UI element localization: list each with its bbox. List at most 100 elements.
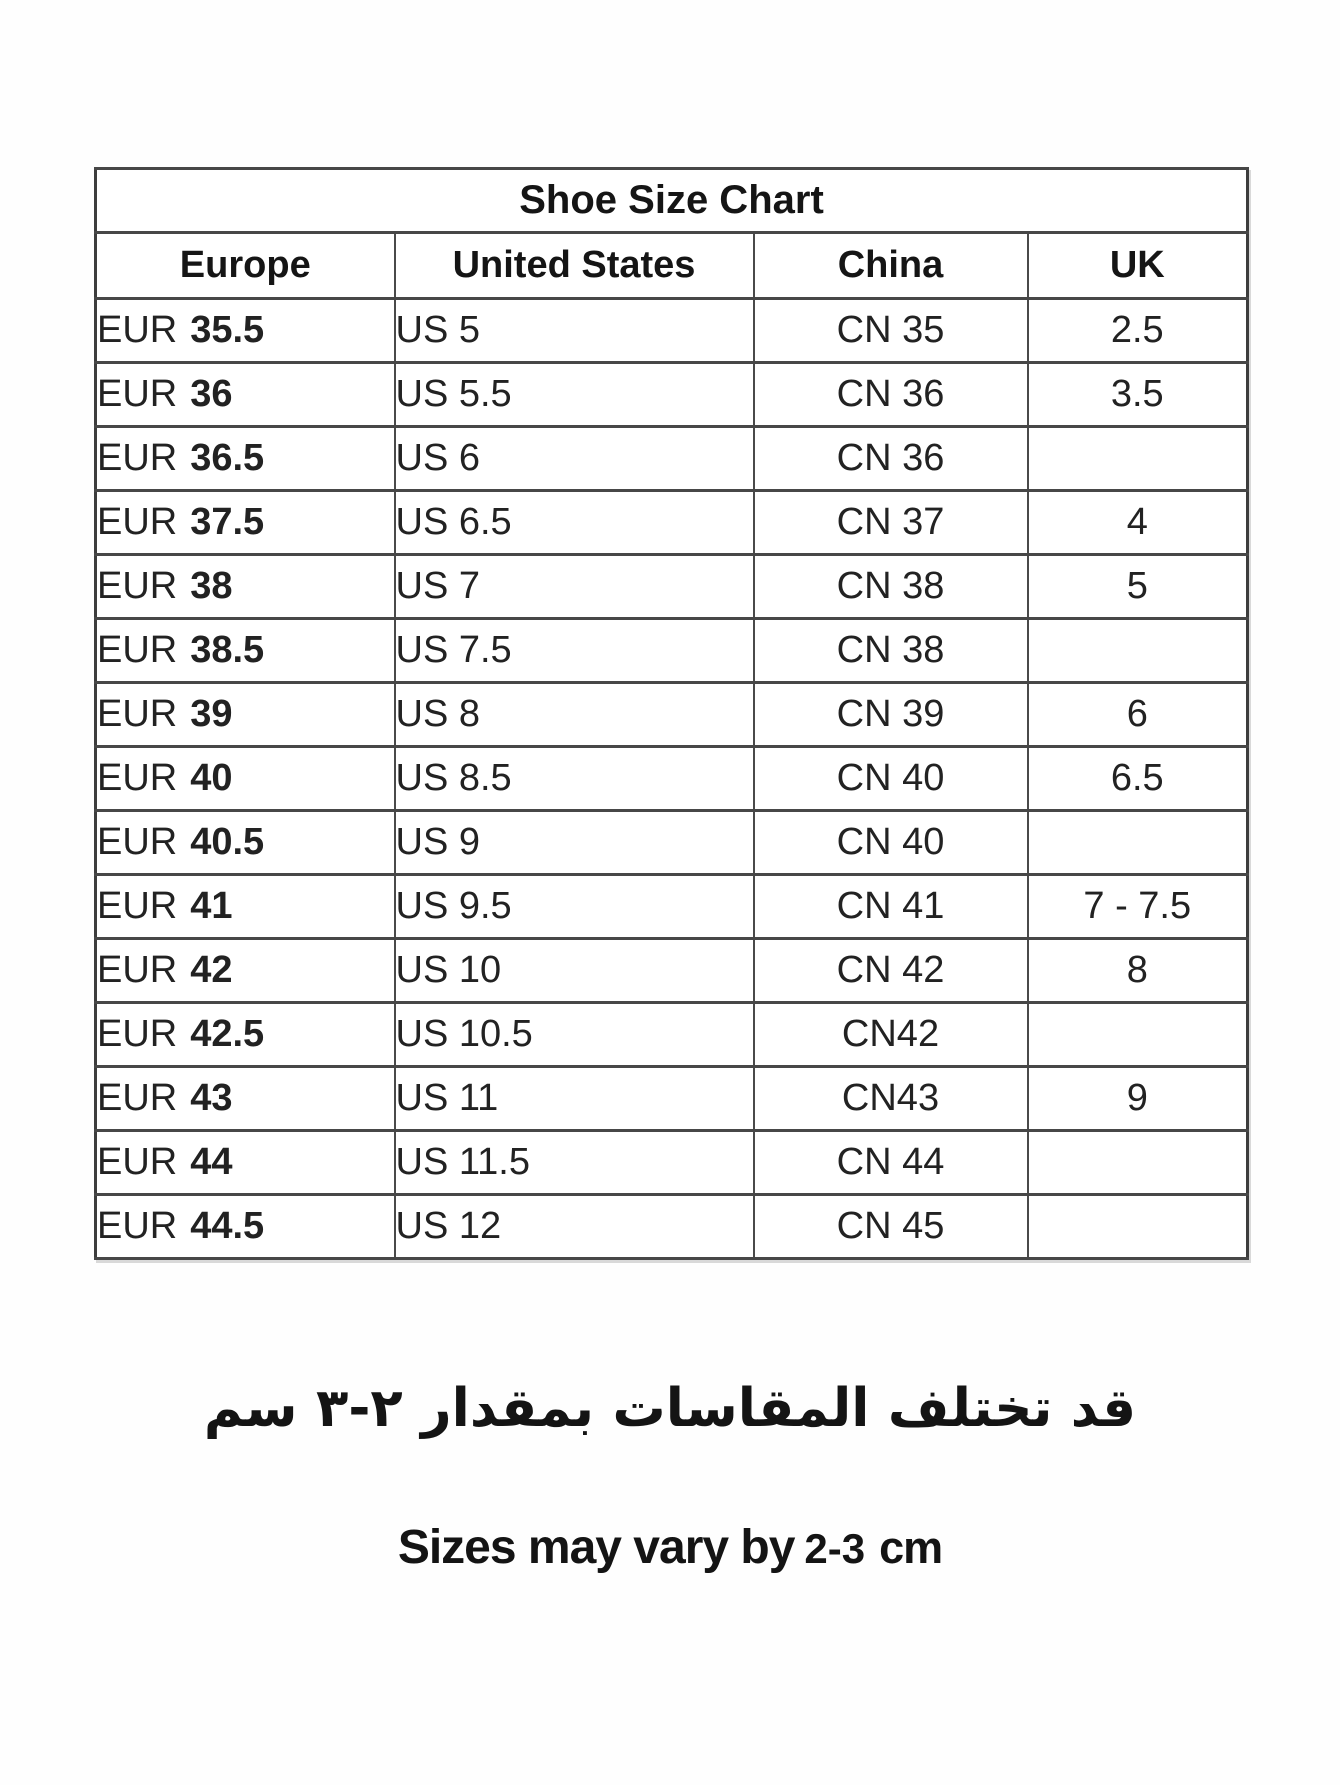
europe-size-number: 38.5 bbox=[190, 629, 265, 671]
cell-us-size: US 5.5 bbox=[393, 361, 755, 428]
cell-uk-size: 7 - 7.5 bbox=[1026, 873, 1249, 940]
cell-china-size: CN 45 bbox=[752, 1193, 1029, 1260]
europe-size-number: 36 bbox=[190, 373, 233, 415]
europe-size-prefix: EUR bbox=[97, 885, 178, 927]
cell-uk-size: 5 bbox=[1026, 553, 1249, 620]
cell-europe-size: EUR 35.5 bbox=[94, 297, 396, 364]
europe-size-number: 41 bbox=[190, 885, 233, 927]
table-title-row: Shoe Size Chart bbox=[94, 167, 1249, 234]
cell-europe-size: EUR 40.5 bbox=[94, 809, 396, 876]
europe-size-prefix: EUR bbox=[97, 309, 178, 351]
cell-uk-size: 4 bbox=[1026, 489, 1249, 556]
cell-china-size: CN42 bbox=[752, 1001, 1029, 1068]
shoe-size-table: Shoe Size Chart Europe United States Chi… bbox=[94, 167, 1250, 1260]
europe-size-prefix: EUR bbox=[97, 437, 178, 479]
cell-us-size: US 9.5 bbox=[393, 873, 755, 940]
cell-europe-size: EUR 38.5 bbox=[94, 617, 396, 684]
europe-size-prefix: EUR bbox=[97, 693, 178, 735]
table-row: EUR 44.5 US 12 CN 45 bbox=[94, 1193, 1249, 1260]
cell-china-size: CN 35 bbox=[752, 297, 1029, 364]
cell-us-size: US 12 bbox=[393, 1193, 755, 1260]
cell-europe-size: EUR 39 bbox=[94, 681, 396, 748]
cell-uk-size bbox=[1026, 809, 1249, 876]
europe-size-prefix: EUR bbox=[97, 1013, 178, 1055]
column-header-uk: UK bbox=[1026, 231, 1249, 300]
cell-europe-size: EUR 38 bbox=[94, 553, 396, 620]
europe-size-prefix: EUR bbox=[97, 949, 178, 991]
cell-europe-size: EUR 44 bbox=[94, 1129, 396, 1196]
table-row: EUR 36.5 US 6 CN 36 bbox=[94, 425, 1249, 492]
cell-europe-size: EUR 36 bbox=[94, 361, 396, 428]
cell-us-size: US 7 bbox=[393, 553, 755, 620]
europe-size-prefix: EUR bbox=[97, 821, 178, 863]
cell-china-size: CN 42 bbox=[752, 937, 1029, 1004]
table-row: EUR 41 US 9.5 CN 41 7 - 7.5 bbox=[94, 873, 1249, 940]
cell-uk-size: 9 bbox=[1026, 1065, 1249, 1132]
table-row: EUR 42 US 10 CN 42 8 bbox=[94, 937, 1249, 1004]
table-row: EUR 42.5 US 10.5 CN42 bbox=[94, 1001, 1249, 1068]
europe-size-number: 40.5 bbox=[190, 821, 265, 863]
cell-uk-size bbox=[1026, 1193, 1249, 1260]
table-header-row: Europe United States China UK bbox=[94, 231, 1249, 300]
europe-size-number: 42 bbox=[190, 949, 233, 991]
table-row: EUR 37.5 US 6.5 CN 37 4 bbox=[94, 489, 1249, 556]
cell-europe-size: EUR 42.5 bbox=[94, 1001, 396, 1068]
europe-size-number: 36.5 bbox=[190, 437, 265, 479]
table-row: EUR 40.5 US 9 CN 40 bbox=[94, 809, 1249, 876]
europe-size-number: 39 bbox=[190, 693, 233, 735]
arabic-size-note: قد تختلف المقاسات بمقدار ٢-٣ سم bbox=[203, 1378, 1137, 1439]
europe-size-number: 35.5 bbox=[190, 309, 265, 351]
cell-europe-size: EUR 44.5 bbox=[94, 1193, 396, 1260]
table-row: EUR 43 US 11 CN43 9 bbox=[94, 1065, 1249, 1132]
europe-size-number: 42.5 bbox=[190, 1013, 265, 1055]
cell-us-size: US 6 bbox=[393, 425, 755, 492]
column-header-china: China bbox=[752, 231, 1029, 300]
cell-uk-size bbox=[1026, 425, 1249, 492]
cell-us-size: US 5 bbox=[393, 297, 755, 364]
cell-europe-size: EUR 43 bbox=[94, 1065, 396, 1132]
english-note-unit: cm bbox=[879, 1522, 943, 1573]
cell-us-size: US 11.5 bbox=[393, 1129, 755, 1196]
table-row: EUR 38 US 7 CN 38 5 bbox=[94, 553, 1249, 620]
column-header-united-states: United States bbox=[393, 231, 755, 300]
europe-size-number: 37.5 bbox=[190, 501, 265, 543]
column-header-europe: Europe bbox=[94, 231, 396, 300]
cell-uk-size bbox=[1026, 1001, 1249, 1068]
cell-europe-size: EUR 42 bbox=[94, 937, 396, 1004]
cell-europe-size: EUR 37.5 bbox=[94, 489, 396, 556]
cell-us-size: US 10 bbox=[393, 937, 755, 1004]
cell-china-size: CN 39 bbox=[752, 681, 1029, 748]
europe-size-number: 44 bbox=[190, 1141, 233, 1183]
cell-us-size: US 6.5 bbox=[393, 489, 755, 556]
cell-us-size: US 9 bbox=[393, 809, 755, 876]
english-note-range: 2-3 bbox=[804, 1525, 866, 1572]
cell-china-size: CN 38 bbox=[752, 553, 1029, 620]
cell-europe-size: EUR 40 bbox=[94, 745, 396, 812]
europe-size-prefix: EUR bbox=[97, 373, 178, 415]
size-table-body: EUR 35.5 US 5 CN 35 2.5 EUR 36 US 5.5 CN 3… bbox=[94, 297, 1249, 1260]
europe-size-prefix: EUR bbox=[97, 757, 178, 799]
europe-size-prefix: EUR bbox=[97, 1077, 178, 1119]
cell-china-size: CN43 bbox=[752, 1065, 1029, 1132]
cell-china-size: CN 40 bbox=[752, 745, 1029, 812]
europe-size-number: 38 bbox=[190, 565, 233, 607]
europe-size-prefix: EUR bbox=[97, 501, 178, 543]
cell-uk-size: 3.5 bbox=[1026, 361, 1249, 428]
europe-size-prefix: EUR bbox=[97, 565, 178, 607]
cell-us-size: US 7.5 bbox=[393, 617, 755, 684]
english-note-text: Sizes may vary by bbox=[397, 1521, 796, 1574]
cell-us-size: US 8 bbox=[393, 681, 755, 748]
cell-europe-size: EUR 36.5 bbox=[94, 425, 396, 492]
europe-size-number: 44.5 bbox=[190, 1205, 265, 1247]
cell-us-size: US 10.5 bbox=[393, 1001, 755, 1068]
table-row: EUR 35.5 US 5 CN 35 2.5 bbox=[94, 297, 1249, 364]
table-title: Shoe Size Chart bbox=[94, 167, 1249, 234]
cell-uk-size bbox=[1026, 617, 1249, 684]
cell-uk-size: 6.5 bbox=[1026, 745, 1249, 812]
table-row: EUR 39 US 8 CN 39 6 bbox=[94, 681, 1249, 748]
europe-size-prefix: EUR bbox=[97, 1205, 178, 1247]
cell-uk-size: 6 bbox=[1026, 681, 1249, 748]
cell-us-size: US 11 bbox=[393, 1065, 755, 1132]
cell-us-size: US 8.5 bbox=[393, 745, 755, 812]
cell-china-size: CN 36 bbox=[752, 425, 1029, 492]
